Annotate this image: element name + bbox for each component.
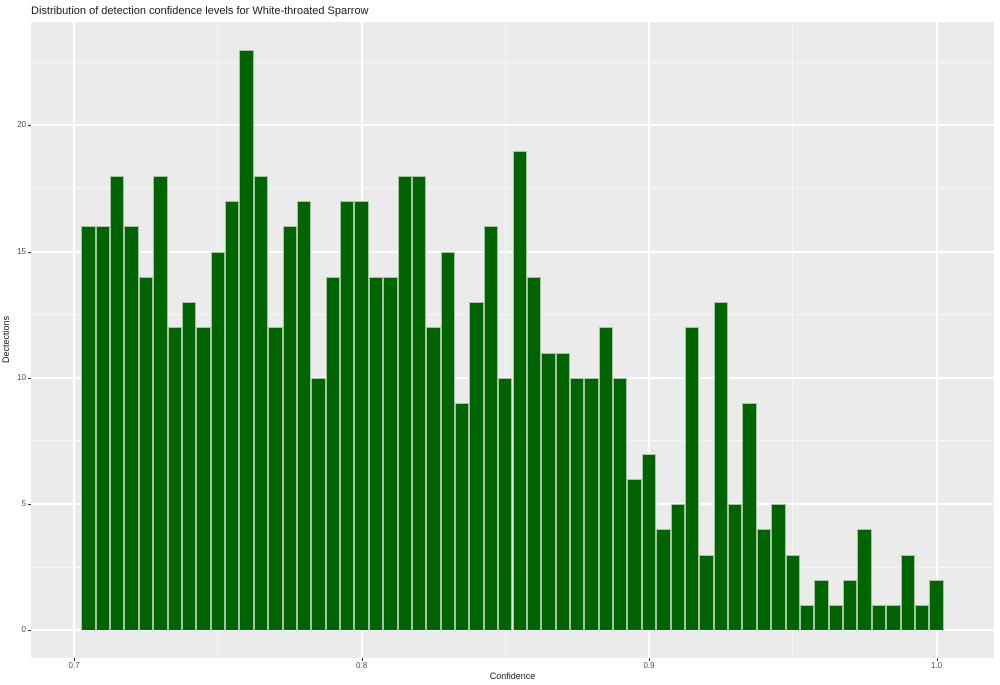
histogram-bar bbox=[138, 276, 154, 631]
histogram-bar bbox=[699, 554, 714, 631]
histogram-bar bbox=[311, 377, 326, 631]
histogram-bar bbox=[210, 251, 226, 631]
x-tick-mark bbox=[936, 658, 938, 661]
y-tick-label: 0 bbox=[21, 625, 26, 635]
histogram-bar bbox=[886, 605, 901, 631]
histogram-bar bbox=[95, 226, 111, 631]
histogram-bar bbox=[383, 276, 398, 631]
histogram-bar bbox=[871, 605, 887, 631]
histogram-bar bbox=[569, 377, 585, 631]
histogram-bar bbox=[426, 327, 441, 631]
histogram-bar bbox=[713, 302, 729, 631]
x-tick-mark bbox=[649, 658, 651, 661]
histogram-bar bbox=[771, 504, 786, 631]
x-tick-label: 0.7 bbox=[68, 661, 80, 670]
histogram-bar bbox=[843, 579, 858, 631]
histogram-bar bbox=[181, 302, 197, 631]
gridline-major-x bbox=[935, 22, 938, 658]
histogram-bar bbox=[512, 150, 527, 631]
histogram-bar bbox=[684, 327, 700, 631]
x-tick-label: 1.0 bbox=[930, 661, 943, 670]
histogram-bar bbox=[239, 49, 254, 631]
histogram-bar bbox=[728, 504, 743, 631]
x-tick-mark bbox=[74, 658, 76, 661]
histogram-bar bbox=[397, 175, 412, 631]
histogram-bar bbox=[857, 529, 872, 631]
histogram-bar bbox=[914, 605, 930, 631]
y-axis-title: Dectections bbox=[1, 316, 11, 364]
histogram-bar bbox=[268, 327, 283, 631]
histogram-bar bbox=[225, 201, 240, 631]
histogram-bar bbox=[296, 201, 312, 631]
histogram-bar bbox=[368, 276, 384, 631]
histogram-bar bbox=[814, 579, 829, 631]
gridline-major-y bbox=[31, 124, 994, 127]
histogram-bar bbox=[613, 377, 628, 631]
y-tick-mark bbox=[28, 125, 31, 127]
histogram-bar bbox=[282, 226, 297, 631]
histogram-bar bbox=[785, 554, 800, 631]
x-axis-title: Confidence bbox=[489, 671, 536, 681]
histogram-bar bbox=[455, 403, 470, 631]
histogram-bar bbox=[196, 327, 211, 631]
histogram-bar bbox=[469, 302, 484, 631]
gridline-minor-x bbox=[792, 22, 794, 658]
histogram-bar bbox=[756, 529, 772, 631]
y-tick-mark bbox=[28, 377, 31, 379]
y-tick-label: 15 bbox=[17, 246, 26, 256]
histogram-bar bbox=[440, 251, 455, 631]
x-tick-label: 0.8 bbox=[356, 661, 368, 670]
gridline-minor-y bbox=[31, 61, 994, 63]
plot-panel bbox=[31, 22, 994, 658]
histogram-bar bbox=[253, 175, 269, 631]
histogram-bar bbox=[340, 201, 355, 631]
histogram-bar bbox=[153, 175, 168, 631]
x-tick-mark bbox=[361, 658, 363, 661]
histogram-bar bbox=[828, 605, 844, 631]
y-tick-mark bbox=[28, 251, 31, 253]
histogram-bar bbox=[799, 605, 815, 631]
x-tick-label: 0.9 bbox=[643, 661, 655, 670]
histogram-bar bbox=[929, 579, 944, 631]
histogram-bar bbox=[167, 327, 182, 631]
histogram-bar bbox=[656, 529, 671, 631]
histogram-bar bbox=[598, 327, 614, 631]
histogram-bar bbox=[584, 377, 599, 631]
y-tick-label: 5 bbox=[21, 499, 26, 509]
histogram-bar bbox=[670, 504, 685, 631]
histogram-bar bbox=[555, 352, 570, 631]
histogram-bar bbox=[354, 201, 369, 631]
y-tick-mark bbox=[28, 504, 31, 506]
histogram-bar bbox=[110, 175, 125, 631]
y-tick-mark bbox=[28, 630, 31, 632]
chart-title: Distribution of detection confidence lev… bbox=[31, 5, 369, 17]
histogram-bar bbox=[81, 226, 96, 631]
histogram-bar bbox=[742, 403, 757, 631]
histogram-bar bbox=[900, 554, 915, 631]
gridline-major-x bbox=[73, 22, 76, 658]
histogram-bar bbox=[526, 276, 542, 631]
gridline-major-x bbox=[648, 22, 651, 658]
gridline-major-y bbox=[31, 629, 994, 632]
y-tick-label: 20 bbox=[17, 120, 26, 130]
histogram-bar bbox=[124, 226, 139, 631]
gridline-minor-x bbox=[504, 22, 506, 658]
histogram-bar bbox=[641, 453, 657, 631]
y-axis-title-wrap: Dectections bbox=[1, 22, 11, 658]
histogram-bar bbox=[498, 377, 513, 631]
histogram-bar bbox=[325, 276, 340, 631]
histogram-bar bbox=[483, 226, 499, 631]
histogram-bar bbox=[627, 478, 642, 631]
histogram-bar bbox=[541, 352, 556, 631]
histogram-bar bbox=[411, 175, 427, 631]
y-tick-label: 10 bbox=[17, 372, 26, 382]
